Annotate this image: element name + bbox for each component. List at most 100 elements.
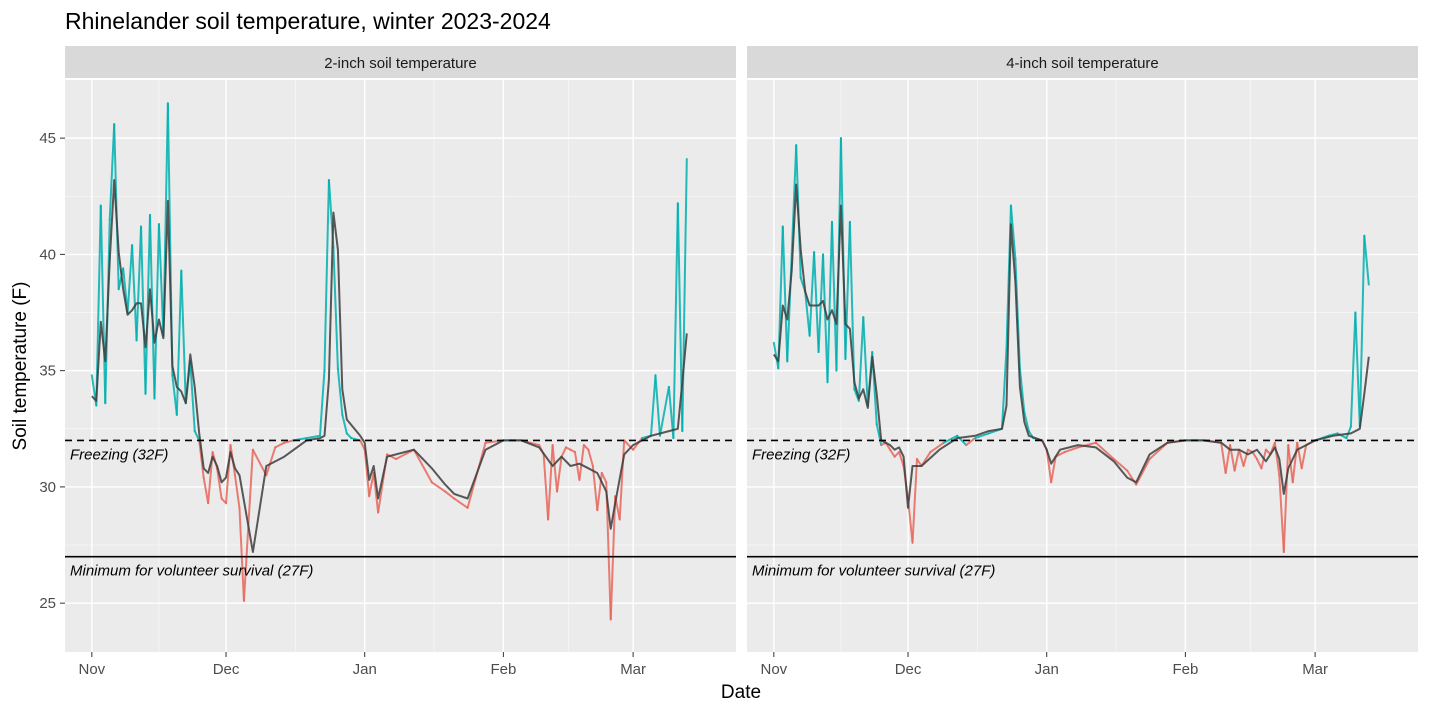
raw-temperature-segment [844,220,851,361]
raw-temperature-segment [175,269,183,416]
x-tick-label: Mar [1302,661,1328,678]
raw-temperature-segment [672,202,679,440]
raw-temperature-segment [1282,444,1290,554]
raw-temperature-segment [202,476,210,505]
panel-2: 4-inch soil temperature Nov Dec Jan Feb Mar Fr… [747,46,1418,678]
raw-temperature-segment [144,213,151,395]
raw-temperature-segment [1112,458,1129,472]
raw-temperature-segment [578,444,585,481]
raw-temperature-segment [251,448,268,477]
raw-temperature-segment [135,225,143,342]
raw-temperature-segment [623,439,635,451]
raw-temperature-segment [1354,311,1361,428]
raw-temperature-segment [1349,311,1357,428]
raw-temperature-segment [274,441,286,449]
raw-temperature-segment [1000,348,1008,430]
raw-temperature-segment [551,444,559,493]
x-tick-label: Jan [1035,661,1059,678]
raw-temperature-segment [591,464,599,512]
raw-temperature-segment [1251,451,1258,461]
raw-temperature-segment [826,220,833,384]
raw-temperature-segment [1345,425,1352,440]
raw-temperature-segment [216,467,223,500]
raw-temperature-segment [974,432,990,440]
raw-temperature-segment [131,244,138,342]
raw-temperature-segment [560,446,568,458]
raw-temperature-segment [857,316,865,402]
raw-temperature-segment [542,453,550,521]
raw-temperature-segment [889,448,896,458]
raw-temperature-segment [444,490,456,500]
survival-label: Minimum for volunteer survival (27F) [70,563,313,580]
raw-temperature-segment [368,471,375,498]
raw-temperature-segment [1300,444,1308,470]
raw-temperature-segment [157,223,165,337]
y-tick-label: 40 [39,246,56,263]
x-tick-label: Dec [895,661,922,678]
raw-temperature-segment [830,220,838,372]
raw-temperature-segment [1077,441,1097,449]
raw-temperature-segment [265,446,277,477]
chart-title: Rhinelander soil temperature, winter 202… [65,8,551,34]
raw-temperature-segment [547,444,554,521]
raw-temperature-segment [233,474,241,509]
raw-temperature-segment [609,495,617,621]
raw-temperature-segment [573,451,581,481]
raw-temperature-segment [654,374,661,437]
facet-strip [747,46,1418,78]
raw-temperature-segment [412,448,433,484]
x-tick-label: Nov [78,661,105,678]
raw-temperature-segment [822,253,829,384]
raw-temperature-segment [658,385,670,437]
raw-temperature-segment [898,451,905,467]
raw-temperature-segment [323,178,330,372]
raw-temperature-segment [336,367,344,416]
raw-temperature-segment [1358,234,1366,428]
raw-temperature-segment [453,497,469,509]
x-axis-title: Date [721,682,761,703]
freezing-label: Freezing (32F) [752,446,850,463]
raw-temperature-segment [1050,455,1057,484]
raw-temperature-segment [618,439,626,521]
raw-temperature-segment [140,225,147,395]
raw-temperature-segment [942,434,959,444]
raw-temperature-segment [189,360,196,433]
x-tick-label: Nov [760,661,787,678]
y-tick-label: 30 [39,479,56,496]
raw-temperature-segment [283,439,295,444]
raw-temperature-segment [965,437,977,447]
raw-temperature-segment [108,123,116,221]
raw-temperature-segment [1242,448,1250,467]
raw-temperature-segment [1363,234,1370,286]
raw-temperature-segment [363,448,371,498]
raw-temperature-segment [1296,441,1303,470]
smoothed-temperature-line [91,179,688,553]
raw-temperature-segment [1220,441,1227,474]
y-tick-label: 35 [39,363,56,380]
y-tick-label: 25 [39,595,56,612]
raw-temperature-segment [153,223,160,400]
raw-temperature-segment [911,458,918,544]
smoothed-temperature-line [772,183,1370,509]
x-tick-label: Jan [353,661,377,678]
raw-temperature-segment [359,439,366,451]
facet-panels: 25 30 35 40 45 2-inch soil temperature Nov Dec J… [39,46,1418,678]
raw-temperature-segment [790,144,798,256]
panel-1: 2-inch soil temperature Nov Dec Jan Feb Mar Fr… [65,46,736,678]
survival-label: Minimum for volunteer survival (27F) [752,563,995,580]
raw-temperature-segment [386,453,398,461]
raw-temperature-segment [332,246,339,370]
raw-temperature-segment [1327,432,1339,437]
raw-temperature-segment [193,430,201,442]
facet-strip-label: 4-inch soil temperature [1006,55,1159,72]
raw-temperature-segment [1009,204,1017,261]
raw-temperature-segment [345,432,353,440]
raw-temperature-segment [929,441,945,454]
raw-temperature-segment [915,458,923,467]
x-tick-label: Feb [1172,661,1198,678]
raw-temperature-segment [781,225,789,363]
x-tick-label: Feb [490,661,516,678]
x-tick-label: Dec [213,661,240,678]
freezing-label: Freezing (32F) [70,446,168,463]
